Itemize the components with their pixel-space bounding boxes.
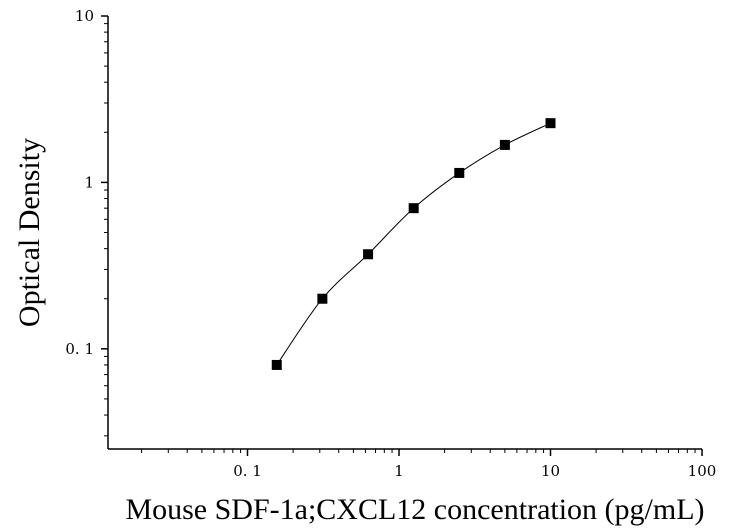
x-axis-label: Mouse SDF-1a;CXCL12 concentration (pg/mL…: [125, 493, 704, 526]
data-point-marker: [545, 118, 556, 129]
x-axis-ticks: 0. 1 1 10 100: [141, 449, 717, 480]
data-point-marker: [408, 203, 419, 214]
x-tick-label: 0. 1: [233, 462, 262, 480]
y-tick-label: 1: [84, 173, 94, 191]
y-tick-label: 0. 1: [65, 340, 94, 358]
data-markers: [271, 118, 556, 370]
data-point-marker: [271, 359, 282, 370]
data-point-marker: [317, 293, 328, 304]
y-tick-label: 10: [75, 7, 94, 25]
x-tick-label: 100: [688, 462, 717, 480]
data-point-marker: [363, 249, 374, 260]
data-point-marker: [499, 139, 510, 150]
x-tick-label: 1: [394, 462, 404, 480]
fit-curve: [276, 122, 551, 366]
y-axis-label: Optical Density: [13, 138, 46, 327]
data-point-marker: [454, 167, 465, 178]
x-tick-label: 10: [541, 462, 560, 480]
y-axis-ticks: 0. 1 1 10: [65, 7, 108, 437]
axes: [107, 16, 702, 450]
